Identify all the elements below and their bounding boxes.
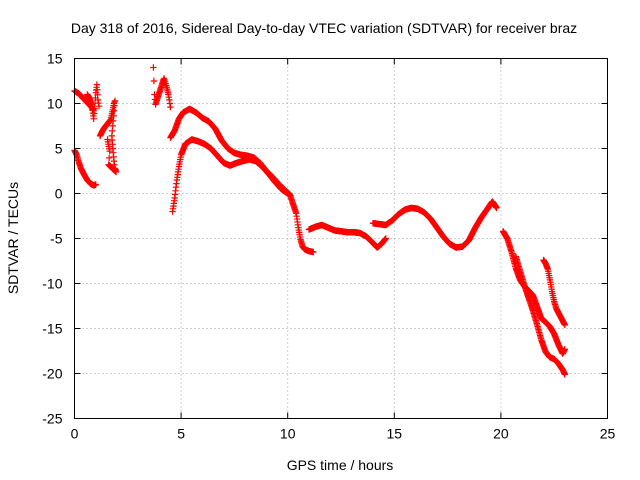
data-point xyxy=(105,154,113,162)
data-point xyxy=(561,346,569,353)
y-tick-label: 10 xyxy=(47,96,63,112)
y-tick-label: 0 xyxy=(55,186,63,202)
y-tick-label: -15 xyxy=(42,321,62,337)
x-tick-label: 10 xyxy=(280,426,296,442)
series-track-e-late xyxy=(540,256,569,329)
y-tick-label: -5 xyxy=(50,231,63,247)
data-point xyxy=(167,103,174,111)
data-marks xyxy=(71,64,569,378)
data-point xyxy=(284,190,291,197)
data-point xyxy=(104,136,111,143)
series-track-upper xyxy=(167,105,317,256)
data-point xyxy=(95,103,103,110)
axis-ticks xyxy=(74,58,608,419)
data-point xyxy=(382,235,389,242)
data-point xyxy=(493,204,500,212)
chart-title: Day 318 of 2016, Sidereal Day-to-day VTE… xyxy=(71,20,577,36)
series-track-b-early xyxy=(96,97,120,176)
y-tick-label: 15 xyxy=(47,51,63,67)
data-point xyxy=(310,248,317,256)
series-track-c-late xyxy=(499,228,569,357)
y-tick-label: -20 xyxy=(42,366,62,382)
y-axis-label: SDTVAR / TECUs xyxy=(5,182,21,294)
series-track-d-late xyxy=(512,253,569,378)
series-track-mid-hump xyxy=(369,198,500,251)
x-axis-label: GPS time / hours xyxy=(287,457,394,473)
y-tick-label: -25 xyxy=(42,411,62,427)
series-track-lower xyxy=(169,136,291,215)
y-tick-label: -10 xyxy=(42,276,62,292)
series-track-a-descent xyxy=(71,147,100,189)
plot-frame xyxy=(74,58,608,419)
data-point xyxy=(92,181,100,188)
x-tick-label: 0 xyxy=(71,426,79,442)
series-sparse-early xyxy=(84,81,103,122)
data-point xyxy=(150,77,158,85)
data-point xyxy=(105,161,112,168)
tick-labels: 0 5 10 15 20 25 15 10 5 0 -5 -10 -15 -20 -25 xyxy=(42,51,615,442)
x-tick-label: 25 xyxy=(600,426,616,442)
series-sparse-mid xyxy=(150,64,174,111)
x-tick-label: 20 xyxy=(493,426,509,442)
data-point xyxy=(561,321,569,329)
data-point xyxy=(561,371,569,378)
x-tick-label: 5 xyxy=(177,426,185,442)
data-point xyxy=(150,64,157,71)
grid-lines xyxy=(74,58,608,419)
series-track-mid-flat xyxy=(305,221,389,251)
y-tick-label: 5 xyxy=(55,141,63,157)
x-tick-label: 15 xyxy=(387,426,403,442)
